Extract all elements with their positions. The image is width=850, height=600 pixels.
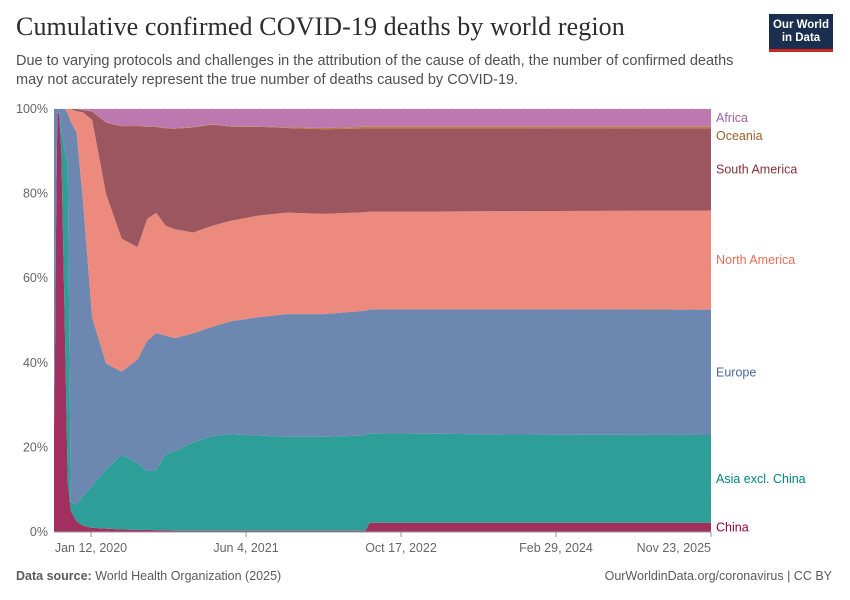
chart-subtitle: Due to varying protocols and challenges …	[16, 53, 734, 88]
area-oceania[interactable]	[54, 109, 711, 130]
y-tick-label: 60%	[23, 271, 48, 285]
area-south-america[interactable]	[54, 109, 711, 248]
legend-label-north-america[interactable]: North America	[716, 253, 795, 267]
x-axis: Jan 12, 2020 Jun 4, 2021 Oct 17, 2022 Feb 2…	[54, 531, 712, 555]
x-tick-label: Feb 29, 2024	[519, 541, 593, 555]
y-axis: 0% 20% 40% 60% 80% 100%	[16, 102, 48, 539]
y-tick-label: 20%	[23, 440, 48, 454]
y-tick-label: 0%	[30, 525, 48, 539]
area-africa[interactable]	[54, 109, 711, 129]
area-asia-excl-china[interactable]	[54, 111, 711, 531]
data-source: Data source: World Health Organization (…	[16, 569, 281, 583]
legend-label-africa[interactable]: Africa	[716, 111, 748, 125]
area-series	[54, 109, 711, 532]
data-source-link[interactable]: World Health Organization (2025)	[95, 569, 282, 583]
owid-logo[interactable]: Our World in Data	[769, 14, 833, 52]
area-north-america[interactable]	[54, 109, 711, 372]
legend-label-europe[interactable]: Europe	[716, 365, 756, 379]
chart-title: Cumulative confirmed COVID-19 deaths by …	[16, 12, 625, 41]
legend-label-china[interactable]: China	[716, 520, 749, 534]
credit-link[interactable]: OurWorldinData.org/coronavirus | CC BY	[604, 569, 832, 583]
legend-label-asia-excl-china[interactable]: Asia excl. China	[716, 472, 806, 486]
legend-label-south-america[interactable]: South America	[716, 162, 797, 176]
x-tick-label: Oct 17, 2022	[365, 541, 437, 555]
area-europe[interactable]	[54, 109, 711, 505]
data-source-label: Data source:	[16, 569, 92, 583]
legend: Africa Oceania South America North America E…	[716, 111, 806, 535]
x-tick-label: Jun 4, 2021	[213, 541, 278, 555]
x-tick-label: Nov 23, 2025	[637, 541, 711, 555]
y-tick-label: 40%	[23, 356, 48, 370]
y-tick-label: 80%	[23, 187, 48, 201]
x-tick-label: Jan 12, 2020	[55, 541, 127, 555]
y-tick-label: 100%	[16, 102, 48, 116]
legend-label-oceania[interactable]: Oceania	[716, 129, 763, 143]
